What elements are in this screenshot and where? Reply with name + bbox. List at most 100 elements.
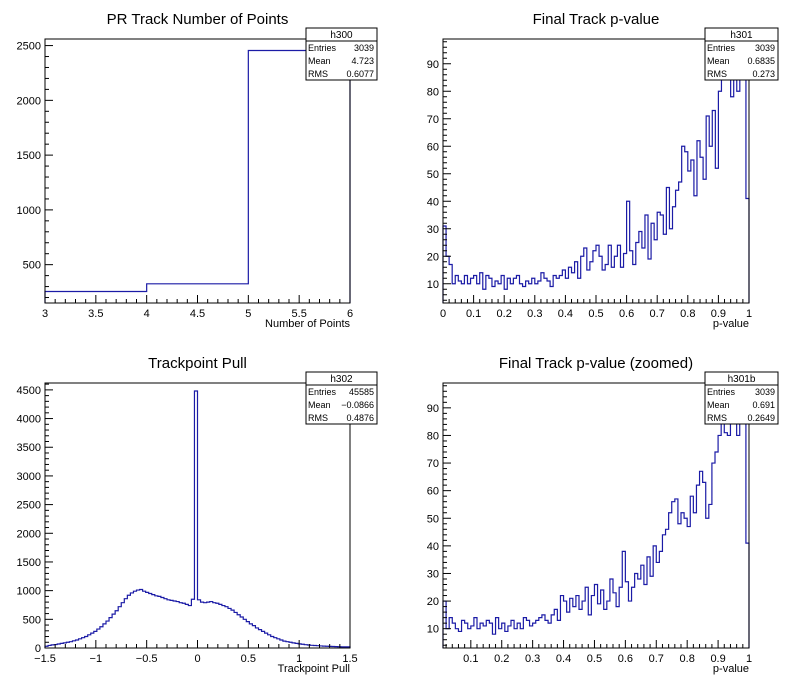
x-tick-label: 0.6 [618,653,633,665]
x-tick-label: 0.7 [650,308,665,320]
x-tick-label: −0.5 [136,653,158,665]
chart-3: Trackpoint Pull−1.5 −1 −0.5 0 0.5 1 1.5Trackpo… [17,355,378,675]
stats-box: h300 Entries 3039 Mean 4.723 RMS 0.6077 [305,27,378,81]
x-tick-label: 1.5 [342,653,357,665]
y-tick-label: 3500 [17,442,41,454]
x-tick-label: −1.5 [34,653,56,665]
x-tick-label: 0.3 [525,653,540,665]
stats-box-frame [704,371,779,425]
plot-frame [442,382,750,649]
y-tick-label: 4000 [17,414,41,426]
y-tick-label: 2500 [17,41,41,53]
y-tick-label: 80 [427,430,439,442]
x-tick-label: 1 [296,653,302,665]
y-tick-label: 50 [427,169,439,181]
x-tick-label: 0.2 [494,653,509,665]
stats-value: 3039 [755,387,775,397]
y-tick-label: 60 [427,141,439,153]
stats-label: Entries [707,43,736,53]
x-tick-label: 0.7 [649,653,664,665]
stats-value: 3039 [354,43,374,53]
stats-value: 0.6835 [747,56,775,66]
chart-title: Final Track p-value [533,11,660,28]
x-tick-label: 4.5 [190,308,205,320]
stats-value: 0.6077 [346,69,374,79]
x-tick-label: 4 [144,308,150,320]
y-tick-label: 30 [427,224,439,236]
y-tick-label: 2000 [17,528,41,540]
y-tick-label: 20 [427,251,439,263]
chart-title: PR Track Number of Points [107,11,289,28]
y-tick-label: 1500 [17,150,41,162]
x-tick-label: −1 [90,653,103,665]
y-tick-label: 1000 [17,205,41,217]
y-tick-label: 0 [35,643,41,655]
stats-label: RMS [308,69,328,79]
y-tick-label: 30 [427,568,439,580]
y-tick-label: 3000 [17,471,41,483]
chart-4: Final Track p-value (zoomed) 0.1 0.2 0.3 0.4… [427,355,779,675]
x-tick-label: 3.5 [88,308,103,320]
x-tick-label: 0.5 [587,653,602,665]
y-tick-label: 90 [427,59,439,71]
stats-value: 0.273 [752,69,775,79]
x-tick-label: 0.3 [527,308,542,320]
x-tick-label: 0.4 [558,308,573,320]
x-axis-label: Trackpoint Pull [278,663,350,675]
stats-label: Mean [308,56,331,66]
x-axis-label: p-value [713,318,749,330]
stats-label: Entries [707,387,736,397]
x-tick-label: 0 [440,308,446,320]
x-tick-label: 0.9 [710,653,725,665]
x-tick-label: 0.8 [680,653,695,665]
y-tick-label: 10 [427,624,439,636]
x-tick-label: 0.1 [463,653,478,665]
x-tick-label: 6 [347,308,353,320]
y-tick-label: 500 [23,614,41,626]
x-axis-label: p-value [713,663,749,675]
x-tick-label: 5 [245,308,251,320]
y-tick-label: 1000 [17,586,41,598]
y-tick-label: 70 [427,114,439,126]
x-axis-label: Number of Points [265,318,350,330]
chart-1: PR Track Number of Points 3 3.5 4 4.5 5 5.5 6Nu… [17,11,378,330]
y-tick-label: 70 [427,458,439,470]
y-tick-label: 50 [427,513,439,525]
x-tick-label: 1 [746,653,752,665]
chart-2: Final Track p-value 0 0.1 0.2 0.3 0.4 0.5 0.6 0.… [427,11,779,330]
stats-histogram-name: h301 [730,30,753,41]
x-tick-label: 0.4 [556,653,571,665]
stats-box: h302 Entries 45585 Mean −0.0866 RMS 0.4876 [305,371,378,425]
y-tick-label: 500 [23,260,41,272]
x-tick-label: 0.1 [466,308,481,320]
y-tick-label: 20 [427,596,439,608]
y-tick-label: 2500 [17,500,41,512]
stats-label: Mean [707,400,730,410]
stats-value: 3039 [755,43,775,53]
stats-value: 45585 [349,387,374,397]
chart-title: Final Track p-value (zoomed) [499,355,693,372]
histogram-line [442,41,750,303]
x-tick-label: 0.8 [680,308,695,320]
stats-label: Entries [308,43,337,53]
stats-label: Mean [707,56,730,66]
stats-box-frame [305,371,378,425]
stats-label: Mean [308,400,331,410]
x-tick-label: 0.6 [619,308,634,320]
stats-value: 0.2649 [747,413,775,423]
y-tick-label: 10 [427,279,439,291]
histogram-line [44,390,351,648]
stats-label: RMS [707,413,727,423]
stats-label: RMS [308,413,328,423]
stats-box: h301 Entries 3039 Mean 0.6835 RMS 0.273 [704,27,779,81]
x-tick-label: 0.2 [497,308,512,320]
x-tick-label: 1 [746,308,752,320]
x-tick-label: 5.5 [292,308,307,320]
stats-value: 4.723 [351,56,374,66]
stats-box-frame [704,27,779,81]
stats-histogram-name: h300 [330,30,353,41]
histogram-line [442,398,750,648]
y-tick-label: 4500 [17,385,41,397]
